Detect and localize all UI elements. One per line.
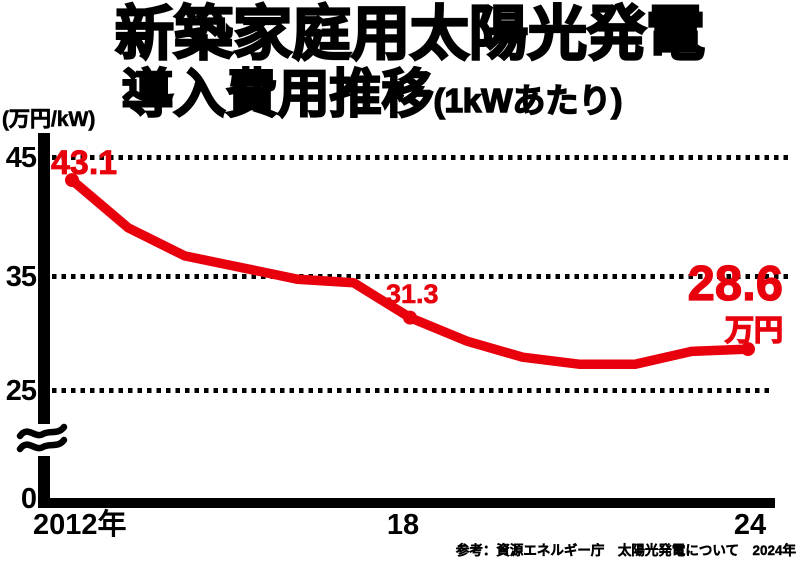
- y-tick-0: 0: [20, 483, 37, 515]
- y-axis-line: [38, 133, 50, 508]
- y-tick-25: 25: [5, 375, 37, 407]
- gridline-45: [52, 155, 793, 160]
- y-tick-35: 35: [5, 261, 37, 293]
- gridline-25: [52, 388, 770, 393]
- chart-title-line2: 導入費用推移(1kWあたり): [0, 65, 772, 125]
- source-note: 参考：資源エネルギー庁 太陽光発電について 2024年: [455, 543, 797, 558]
- x-axis-line: [38, 498, 775, 508]
- y-tick-45: 45: [5, 142, 37, 174]
- x-tick-2018: 18: [386, 509, 420, 541]
- chart-title-line1: 新築家庭用太陽光発電: [114, 1, 706, 67]
- data-label-2024: 28.6: [687, 256, 784, 311]
- y-axis-unit-label: (万円/kW): [2, 108, 96, 132]
- data-label-2024-unit: 万円: [724, 314, 783, 347]
- data-label-2012: 43.1: [51, 144, 118, 183]
- chart-title-line2-main: 導入費用推移: [120, 65, 434, 125]
- data-label-2018: 31.3: [386, 279, 439, 310]
- x-tick-2024: 24: [733, 509, 767, 541]
- x-tick-2012: 2012年: [33, 509, 127, 541]
- chart-title-line2-suffix: (1kWあたり): [433, 81, 623, 120]
- axis-break-icon: [16, 423, 68, 453]
